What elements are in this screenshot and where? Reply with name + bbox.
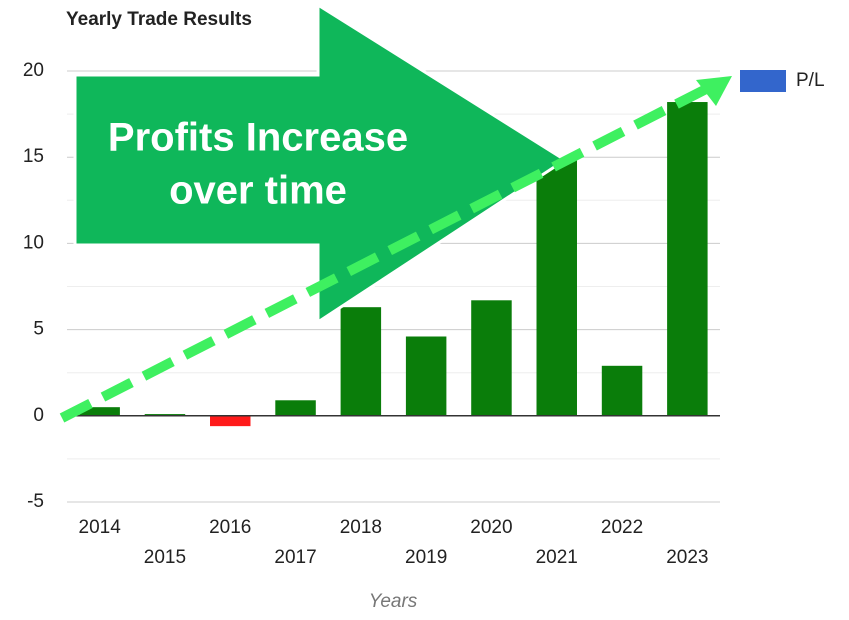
- bar: [536, 158, 577, 416]
- x-tick-label: 2022: [601, 517, 643, 538]
- x-tick-label: 2018: [340, 517, 382, 538]
- y-tick-label: 20: [23, 60, 44, 81]
- y-tick-label: -5: [27, 491, 44, 512]
- annotation: Profits Increase over time: [108, 116, 408, 213]
- trend-arrow-head: [696, 76, 732, 106]
- legend-swatch: [740, 70, 786, 92]
- legend-label: P/L: [796, 70, 825, 91]
- x-tick-label: 2021: [536, 547, 578, 568]
- annotation-line: Profits Increase: [108, 116, 408, 160]
- y-tick-label: 5: [33, 319, 44, 340]
- bar: [144, 414, 186, 416]
- bar: [405, 336, 447, 416]
- x-axis-title: Years: [369, 591, 418, 612]
- y-tick-label: 0: [33, 405, 44, 426]
- x-tick-label: 2015: [144, 547, 186, 568]
- bar: [340, 307, 382, 416]
- big-arrow: [73, 2, 568, 325]
- bar: [667, 102, 708, 416]
- bar: [275, 400, 316, 416]
- bars: [67, 102, 720, 427]
- x-tick-label: 2014: [79, 517, 122, 538]
- bar: [79, 407, 120, 416]
- bar: [210, 415, 251, 427]
- x-tick-label: 2020: [470, 517, 512, 538]
- chart-title: Yearly Trade Results: [66, 9, 252, 30]
- trend-arrow: [59, 81, 715, 423]
- x-tick-label: 2017: [274, 547, 316, 568]
- y-tick-label: 10: [23, 232, 44, 253]
- x-tick-label: 2019: [405, 547, 447, 568]
- annotation-line: over time: [169, 169, 347, 213]
- x-tick-label: 2023: [666, 547, 708, 568]
- x-tick-label: 2016: [209, 517, 251, 538]
- bar: [601, 365, 643, 416]
- bar: [471, 300, 512, 416]
- y-tick-label: 15: [23, 146, 44, 167]
